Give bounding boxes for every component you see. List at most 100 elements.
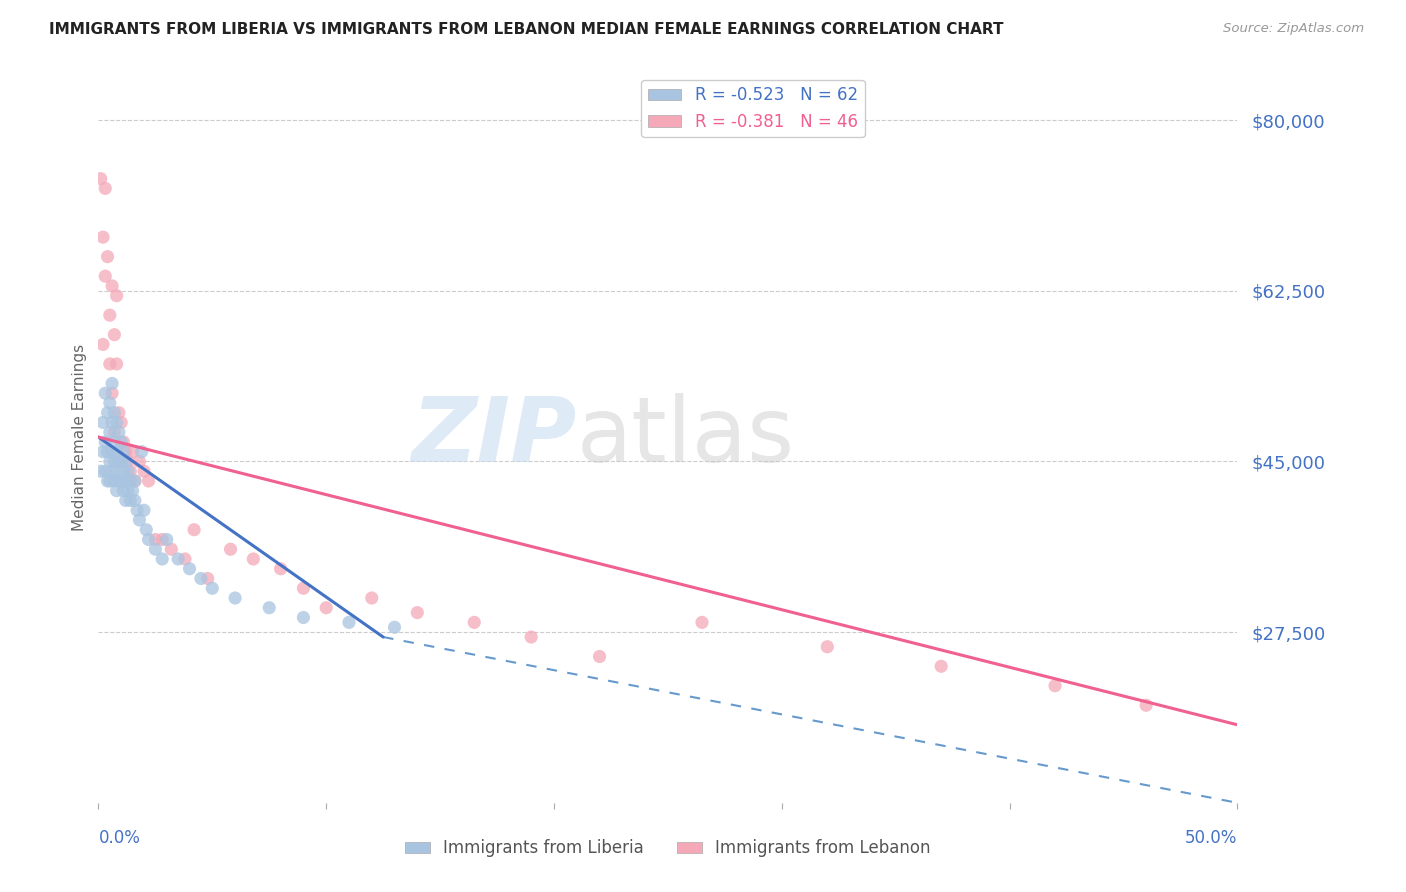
Point xyxy=(105,483,128,498)
Point xyxy=(292,610,315,624)
Point xyxy=(174,552,197,566)
Point xyxy=(105,444,128,458)
Point xyxy=(96,444,118,458)
Point xyxy=(91,230,114,244)
Point xyxy=(520,630,543,644)
Point xyxy=(110,416,132,430)
Point xyxy=(145,542,167,557)
Point xyxy=(270,562,292,576)
Point xyxy=(183,523,205,537)
Point xyxy=(101,464,124,478)
Point xyxy=(103,327,125,342)
Point xyxy=(98,454,121,468)
Point xyxy=(124,474,146,488)
Point xyxy=(110,454,132,468)
Point xyxy=(101,416,124,430)
Point xyxy=(91,416,114,430)
Point xyxy=(108,474,131,488)
Point xyxy=(110,434,132,449)
Point xyxy=(108,425,131,440)
Y-axis label: Median Female Earnings: Median Female Earnings xyxy=(72,343,87,531)
Point xyxy=(117,464,139,478)
Point xyxy=(120,464,142,478)
Point xyxy=(114,454,136,468)
Point xyxy=(219,542,242,557)
Point xyxy=(112,464,135,478)
Point xyxy=(103,425,125,440)
Point xyxy=(128,454,150,468)
Point xyxy=(150,533,173,547)
Point xyxy=(588,649,610,664)
Point xyxy=(690,615,713,630)
Point xyxy=(96,474,118,488)
Point xyxy=(138,533,160,547)
Point xyxy=(138,474,160,488)
Point xyxy=(94,386,117,401)
Point xyxy=(103,434,125,449)
Point xyxy=(132,464,155,478)
Point xyxy=(121,483,143,498)
Point xyxy=(121,444,143,458)
Point xyxy=(156,533,179,547)
Point xyxy=(91,444,114,458)
Point xyxy=(98,425,121,440)
Legend: Immigrants from Liberia, Immigrants from Lebanon: Immigrants from Liberia, Immigrants from… xyxy=(398,832,938,864)
Point xyxy=(114,474,136,488)
Point xyxy=(108,454,131,468)
Point xyxy=(167,552,190,566)
Point xyxy=(117,454,139,468)
Point xyxy=(131,444,153,458)
Point xyxy=(145,533,167,547)
Point xyxy=(90,171,112,186)
Point xyxy=(91,337,114,351)
Point xyxy=(124,474,146,488)
Point xyxy=(98,308,121,322)
Point xyxy=(201,581,224,595)
Point xyxy=(101,386,124,401)
Point xyxy=(315,600,337,615)
Point xyxy=(1043,679,1066,693)
Point xyxy=(105,416,128,430)
Point xyxy=(105,288,128,302)
Point xyxy=(150,552,173,566)
Point xyxy=(127,503,149,517)
Point xyxy=(114,444,136,458)
Point xyxy=(384,620,406,634)
Point xyxy=(190,572,212,586)
Text: atlas: atlas xyxy=(576,393,794,481)
Point xyxy=(112,434,135,449)
Point xyxy=(128,513,150,527)
Point xyxy=(112,444,135,458)
Point xyxy=(103,474,125,488)
Point xyxy=(160,542,183,557)
Point xyxy=(110,474,132,488)
Point xyxy=(463,615,485,630)
Point xyxy=(135,523,157,537)
Text: 50.0%: 50.0% xyxy=(1185,829,1237,847)
Point xyxy=(117,483,139,498)
Point xyxy=(103,454,125,468)
Point xyxy=(94,269,117,284)
Point xyxy=(242,552,264,566)
Point xyxy=(259,600,281,615)
Point xyxy=(406,606,429,620)
Point xyxy=(90,464,112,478)
Point xyxy=(94,181,117,195)
Point xyxy=(108,406,131,420)
Point xyxy=(124,493,146,508)
Point xyxy=(179,562,201,576)
Point xyxy=(96,250,118,264)
Point xyxy=(815,640,838,654)
Point xyxy=(96,406,118,420)
Point xyxy=(105,464,128,478)
Point xyxy=(98,474,121,488)
Text: 0.0%: 0.0% xyxy=(98,829,141,847)
Point xyxy=(1135,698,1157,713)
Point xyxy=(292,581,315,595)
Text: IMMIGRANTS FROM LIBERIA VS IMMIGRANTS FROM LEBANON MEDIAN FEMALE EARNINGS CORREL: IMMIGRANTS FROM LIBERIA VS IMMIGRANTS FR… xyxy=(49,22,1004,37)
Point xyxy=(103,406,125,420)
Point xyxy=(120,493,142,508)
Point xyxy=(112,483,135,498)
Text: ZIP: ZIP xyxy=(412,393,576,481)
Point xyxy=(360,591,382,605)
